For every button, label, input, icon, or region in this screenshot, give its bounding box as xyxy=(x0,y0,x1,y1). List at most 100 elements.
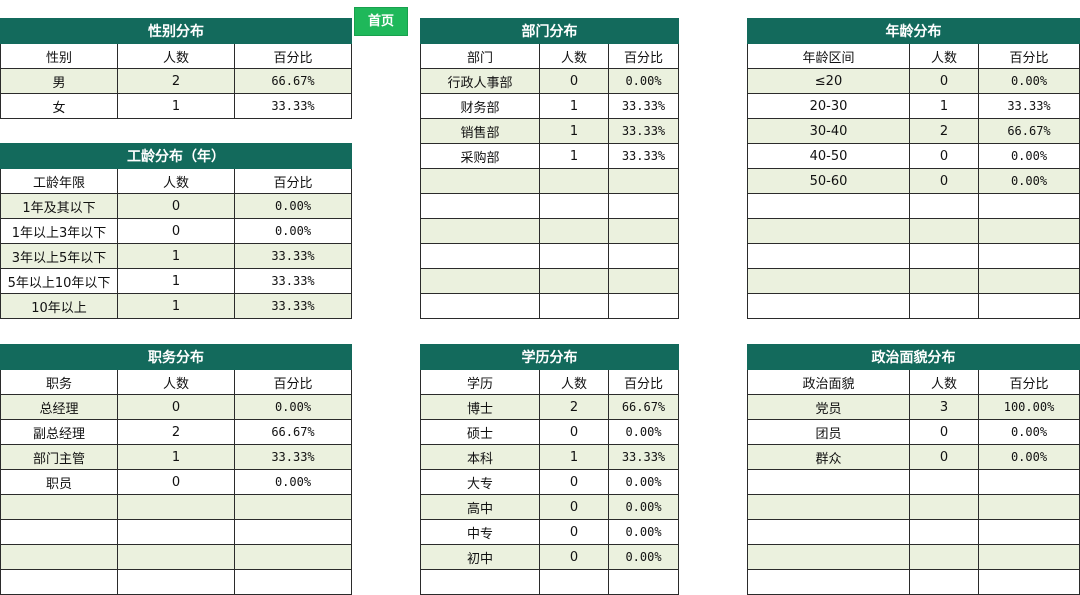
row-percent-cell[interactable]: 100.00% xyxy=(977,394,1080,420)
row-percent-cell[interactable] xyxy=(978,218,1080,244)
row-count-cell[interactable]: 0 xyxy=(909,444,979,470)
row-count-cell[interactable] xyxy=(117,519,235,545)
row-label-cell[interactable] xyxy=(420,268,540,294)
row-label-cell[interactable]: 采购部 xyxy=(420,143,540,169)
row-label-cell[interactable]: 党员 xyxy=(747,394,910,420)
row-count-cell[interactable]: 1 xyxy=(117,243,235,269)
row-count-cell[interactable] xyxy=(117,544,235,570)
row-count-cell[interactable]: 2 xyxy=(909,118,979,144)
row-label-cell[interactable] xyxy=(747,569,910,595)
row-label-cell[interactable]: 部门主管 xyxy=(0,444,118,470)
row-percent-cell[interactable]: 33.33% xyxy=(234,293,352,319)
row-count-cell[interactable]: 0 xyxy=(117,193,235,219)
row-count-cell[interactable]: 2 xyxy=(539,394,609,420)
row-label-cell[interactable]: 团员 xyxy=(747,419,910,445)
row-count-cell[interactable] xyxy=(909,469,979,495)
row-count-cell[interactable] xyxy=(909,569,979,595)
row-percent-cell[interactable]: 0.00% xyxy=(978,143,1080,169)
row-label-cell[interactable] xyxy=(747,193,910,219)
row-percent-cell[interactable] xyxy=(608,193,679,219)
row-label-cell[interactable]: 50-60 xyxy=(747,168,910,194)
row-count-cell[interactable] xyxy=(909,268,979,294)
row-count-cell[interactable] xyxy=(909,293,979,319)
row-percent-cell[interactable]: 0.00% xyxy=(978,68,1080,94)
row-label-cell[interactable]: 1年及其以下 xyxy=(0,193,118,219)
row-count-cell[interactable] xyxy=(539,168,609,194)
row-label-cell[interactable] xyxy=(0,569,118,595)
row-label-cell[interactable]: 高中 xyxy=(420,494,540,520)
row-label-cell[interactable]: 男 xyxy=(0,68,118,94)
row-percent-cell[interactable] xyxy=(977,494,1080,520)
row-percent-cell[interactable]: 33.33% xyxy=(234,444,352,470)
row-percent-cell[interactable]: 66.67% xyxy=(608,394,679,420)
row-count-cell[interactable]: 1 xyxy=(117,268,235,294)
row-percent-cell[interactable] xyxy=(608,268,679,294)
row-percent-cell[interactable] xyxy=(978,243,1080,269)
row-label-cell[interactable]: 初中 xyxy=(420,544,540,570)
row-label-cell[interactable]: 本科 xyxy=(420,444,540,470)
row-count-cell[interactable] xyxy=(539,293,609,319)
row-label-cell[interactable]: 硕士 xyxy=(420,419,540,445)
row-count-cell[interactable] xyxy=(117,494,235,520)
row-count-cell[interactable]: 1 xyxy=(117,93,235,119)
row-label-cell[interactable] xyxy=(747,469,910,495)
row-percent-cell[interactable] xyxy=(978,268,1080,294)
row-count-cell[interactable]: 0 xyxy=(117,218,235,244)
row-count-cell[interactable]: 0 xyxy=(539,494,609,520)
row-count-cell[interactable]: 1 xyxy=(117,293,235,319)
row-percent-cell[interactable] xyxy=(977,569,1080,595)
row-count-cell[interactable]: 1 xyxy=(909,93,979,119)
row-percent-cell[interactable]: 33.33% xyxy=(234,93,352,119)
row-count-cell[interactable]: 1 xyxy=(539,444,609,470)
row-percent-cell[interactable]: 33.33% xyxy=(608,118,679,144)
row-count-cell[interactable]: 2 xyxy=(117,68,235,94)
row-label-cell[interactable] xyxy=(747,218,910,244)
row-count-cell[interactable] xyxy=(539,569,609,595)
row-label-cell[interactable]: 博士 xyxy=(420,394,540,420)
row-count-cell[interactable]: 0 xyxy=(539,469,609,495)
row-count-cell[interactable]: 1 xyxy=(539,118,609,144)
row-count-cell[interactable]: 0 xyxy=(539,419,609,445)
row-count-cell[interactable]: 3 xyxy=(909,394,979,420)
row-count-cell[interactable] xyxy=(909,193,979,219)
row-label-cell[interactable]: 1年以上3年以下 xyxy=(0,218,118,244)
row-percent-cell[interactable] xyxy=(608,293,679,319)
row-label-cell[interactable]: 销售部 xyxy=(420,118,540,144)
row-percent-cell[interactable]: 33.33% xyxy=(608,143,679,169)
row-percent-cell[interactable] xyxy=(608,569,679,595)
row-label-cell[interactable] xyxy=(747,519,910,545)
row-percent-cell[interactable] xyxy=(977,519,1080,545)
row-label-cell[interactable]: 3年以上5年以下 xyxy=(0,243,118,269)
row-count-cell[interactable] xyxy=(909,243,979,269)
row-label-cell[interactable] xyxy=(420,293,540,319)
row-count-cell[interactable]: 1 xyxy=(539,143,609,169)
row-percent-cell[interactable] xyxy=(978,193,1080,219)
row-percent-cell[interactable]: 0.00% xyxy=(234,218,352,244)
row-percent-cell[interactable]: 0.00% xyxy=(977,419,1080,445)
row-percent-cell[interactable]: 0.00% xyxy=(608,469,679,495)
row-count-cell[interactable]: 0 xyxy=(539,68,609,94)
row-count-cell[interactable]: 0 xyxy=(539,519,609,545)
row-label-cell[interactable]: 行政人事部 xyxy=(420,68,540,94)
row-percent-cell[interactable]: 33.33% xyxy=(234,268,352,294)
row-label-cell[interactable]: 群众 xyxy=(747,444,910,470)
row-label-cell[interactable]: 总经理 xyxy=(0,394,118,420)
row-count-cell[interactable]: 0 xyxy=(117,394,235,420)
row-percent-cell[interactable] xyxy=(977,469,1080,495)
row-count-cell[interactable] xyxy=(909,494,979,520)
row-percent-cell[interactable] xyxy=(608,243,679,269)
row-label-cell[interactable]: 职员 xyxy=(0,469,118,495)
row-label-cell[interactable]: 大专 xyxy=(420,469,540,495)
row-percent-cell[interactable] xyxy=(978,293,1080,319)
row-percent-cell[interactable]: 66.67% xyxy=(234,68,352,94)
row-percent-cell[interactable]: 66.67% xyxy=(234,419,352,445)
row-percent-cell[interactable]: 33.33% xyxy=(978,93,1080,119)
row-label-cell[interactable]: 30-40 xyxy=(747,118,910,144)
row-label-cell[interactable] xyxy=(0,519,118,545)
row-percent-cell[interactable] xyxy=(234,544,352,570)
row-count-cell[interactable] xyxy=(539,243,609,269)
row-count-cell[interactable] xyxy=(539,268,609,294)
row-label-cell[interactable]: 副总经理 xyxy=(0,419,118,445)
row-count-cell[interactable]: 0 xyxy=(539,544,609,570)
row-label-cell[interactable] xyxy=(747,544,910,570)
